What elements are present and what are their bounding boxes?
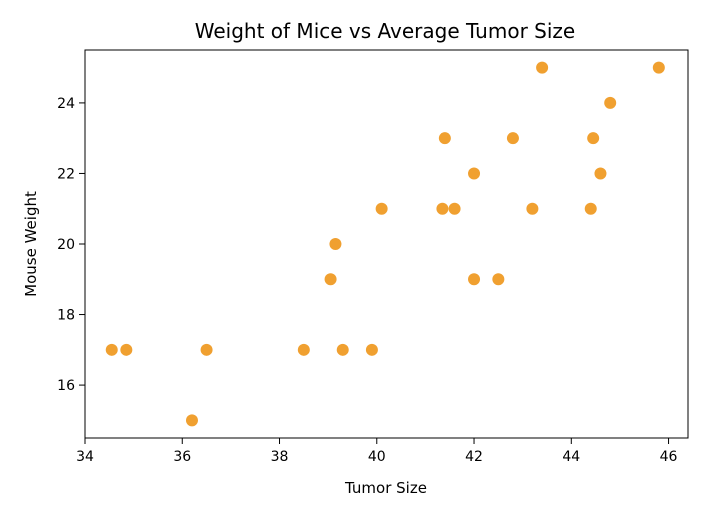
data-point — [506, 132, 519, 145]
data-point — [526, 202, 539, 215]
data-point — [468, 167, 481, 180]
y-tick-label: 16 — [57, 378, 75, 394]
data-point — [584, 202, 597, 215]
data-point — [438, 132, 451, 145]
x-tick-label: 46 — [660, 449, 678, 465]
x-tick-label: 44 — [562, 449, 580, 465]
data-point — [375, 202, 388, 215]
x-tick-label: 36 — [173, 449, 191, 465]
x-tick-label: 40 — [368, 449, 386, 465]
y-tick-label: 24 — [57, 96, 75, 112]
y-tick-label: 20 — [57, 237, 75, 253]
chart-title: Weight of Mice vs Average Tumor Size — [195, 19, 575, 43]
x-axis: 34 36 38 40 42 44 46 — [76, 438, 678, 465]
data-point — [200, 343, 213, 356]
data-point — [468, 273, 481, 286]
plot-area — [84, 49, 689, 439]
data-point — [536, 61, 549, 74]
data-point — [336, 343, 349, 356]
data-point — [120, 343, 133, 356]
data-point — [448, 202, 461, 215]
data-point — [492, 273, 505, 286]
data-point — [652, 61, 665, 74]
plot-frame — [84, 49, 689, 439]
x-tick-label: 38 — [271, 449, 289, 465]
data-point — [365, 343, 378, 356]
y-tick-label: 18 — [57, 308, 75, 324]
data-point — [436, 202, 449, 215]
data-point — [604, 96, 617, 109]
data-point — [594, 167, 607, 180]
data-point — [324, 273, 337, 286]
data-point — [185, 414, 198, 427]
y-tick-label: 22 — [57, 166, 75, 182]
x-tick-label: 34 — [76, 449, 94, 465]
x-axis-label: Tumor Size — [344, 479, 427, 497]
data-point — [329, 238, 342, 250]
data-points — [105, 61, 665, 427]
y-axis: 16 18 20 22 24 — [57, 96, 85, 394]
data-point — [105, 343, 118, 356]
data-point — [297, 343, 310, 356]
y-axis-label: Mouse Weight — [22, 191, 40, 297]
x-tick-label: 42 — [465, 449, 483, 465]
data-point — [587, 132, 600, 145]
